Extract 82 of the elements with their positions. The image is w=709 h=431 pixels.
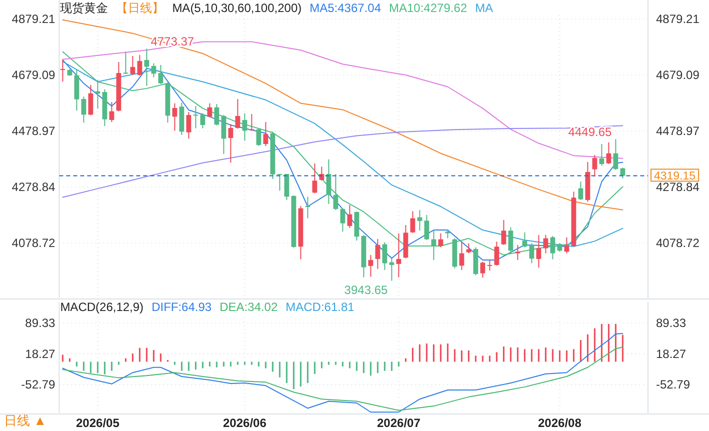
- line-series: [62, 125, 624, 198]
- candlestick: [158, 64, 164, 84]
- candlestick: [543, 234, 548, 254]
- candlestick: [88, 84, 94, 116]
- ref-line-label: 4319.15: [654, 170, 696, 183]
- y-tick-label: 4679.09: [12, 68, 56, 82]
- candlestick: [312, 162, 318, 194]
- candlestick: [340, 208, 346, 232]
- candlestick: [221, 114, 226, 154]
- y2-tick-label: 4478.97: [656, 124, 700, 138]
- chart-subtitle: 【日线】: [116, 1, 164, 15]
- candlestick: [487, 259, 492, 272]
- legend-title: MA(5,10,30,60,100,200): [172, 1, 302, 15]
- candlestick: [130, 55, 136, 76]
- candlestick: [410, 210, 416, 234]
- candlestick: [277, 173, 282, 192]
- candlestick: [172, 102, 178, 132]
- y2-tick-label: 89.33: [656, 316, 686, 330]
- candlestick: [256, 128, 262, 146]
- candlestick: [249, 113, 254, 132]
- candlestick: [137, 54, 142, 76]
- candlestick: [522, 232, 528, 248]
- candlestick: [200, 112, 206, 129]
- text: 日线 ▲: [4, 413, 46, 428]
- candlestick: [578, 181, 584, 200]
- candlestick: [480, 261, 486, 278]
- x-tick-label: 2026/08: [538, 416, 582, 430]
- candlestick: [235, 98, 240, 130]
- candlestick: [613, 138, 618, 170]
- x-tick-label: 2026/05: [76, 416, 120, 430]
- candlestick: [515, 244, 520, 260]
- candlestick: [606, 142, 612, 164]
- candlestick: [501, 219, 506, 246]
- y-tick-label: -52.79: [21, 378, 56, 392]
- line-series: [62, 346, 624, 411]
- y2-tick-label: 18.27: [656, 346, 686, 361]
- candlestick: [193, 105, 198, 129]
- text: MA: [475, 1, 494, 15]
- candlestick: [368, 254, 374, 278]
- line-series: [62, 333, 624, 413]
- y-tick-label: 89.33: [25, 316, 56, 330]
- candlestick: [466, 242, 472, 254]
- chart-title: MACD(26,12,9): [60, 300, 144, 314]
- y-tick-label: 4478.97: [12, 124, 56, 138]
- annotation: 3943.65: [344, 282, 388, 297]
- y2-tick-label: 4879.21: [656, 12, 700, 26]
- chart-title: 现货黄金: [60, 1, 108, 15]
- candlestick: [81, 96, 86, 124]
- y2-tick-label: -52.79: [656, 378, 690, 392]
- candlestick: [382, 242, 388, 270]
- candlestick: [186, 111, 192, 140]
- candlestick: [536, 234, 542, 268]
- text: DEA:34.02: [220, 300, 278, 314]
- y-tick-label: 4879.21: [12, 12, 56, 26]
- y2-tick-label: 4679.09: [656, 68, 700, 82]
- y-tick-label: 4078.72: [12, 236, 56, 250]
- candlestick: [214, 104, 220, 126]
- y2-tick-label: 4078.72: [656, 236, 700, 250]
- text: MA10:4279.62: [389, 1, 468, 15]
- text: DIFF:64.93: [152, 300, 212, 314]
- text: MACD:61.81: [286, 300, 355, 314]
- text: MA5:4367.04: [310, 1, 382, 15]
- candlestick: [375, 238, 380, 270]
- candlestick: [60, 59, 66, 82]
- candlestick: [592, 154, 598, 178]
- candlestick: [109, 101, 114, 122]
- y-tick-label: 18.27: [25, 346, 56, 361]
- y-tick-label: 4278.84: [12, 180, 56, 194]
- x-tick-label: 2026/06: [223, 416, 267, 430]
- annotation: 4449.65: [568, 125, 612, 140]
- candlestick: [396, 232, 402, 278]
- candlestick: [228, 123, 234, 164]
- x-tick-label: 2026/07: [377, 416, 421, 430]
- candlestick: [305, 196, 310, 219]
- candlestick: [242, 112, 248, 142]
- candlestick: [263, 121, 268, 146]
- candlestick: [123, 51, 128, 75]
- candlestick: [424, 214, 430, 240]
- candlestick: [333, 173, 338, 210]
- line-series: [62, 19, 624, 210]
- candlestick: [347, 204, 352, 228]
- candlestick: [494, 241, 500, 266]
